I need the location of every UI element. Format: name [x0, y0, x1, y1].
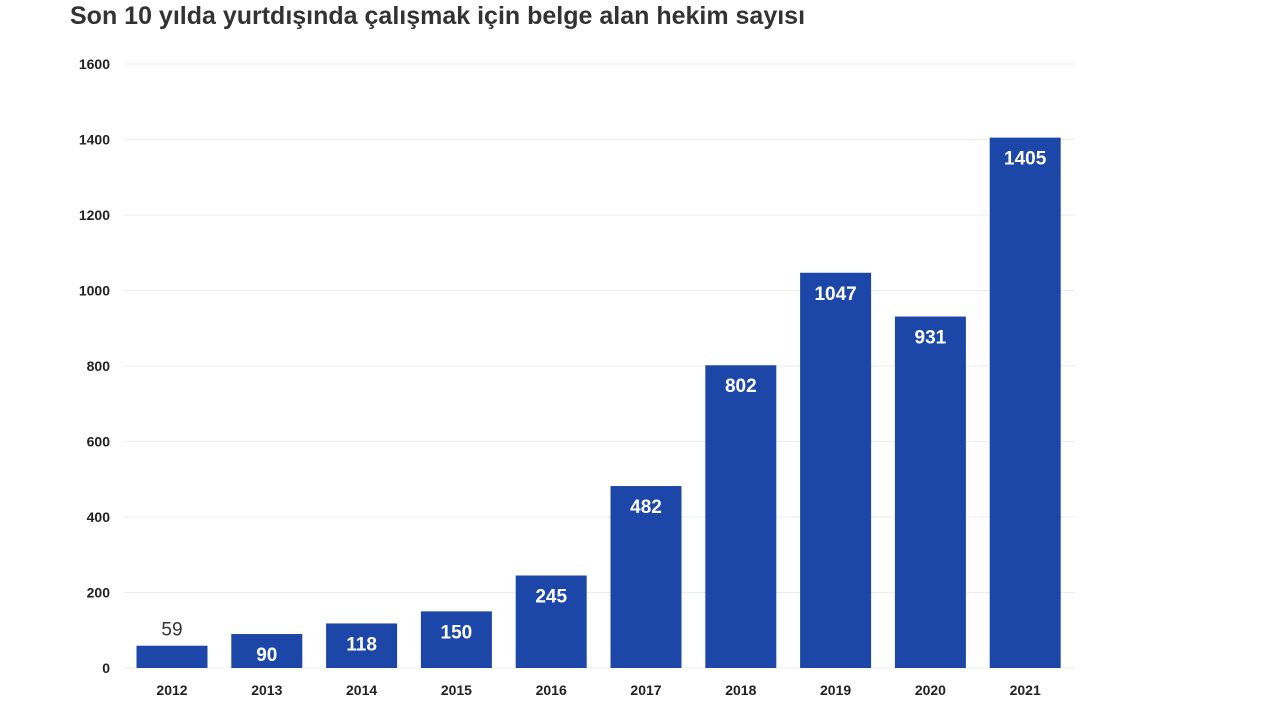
- data-label-2012: 59: [161, 620, 182, 641]
- data-label-2018: 802: [725, 376, 757, 397]
- y-tick-label: 200: [87, 585, 111, 601]
- x-tick-label: 2016: [536, 682, 567, 698]
- x-axis-ticks: 2012 2013 2014 2015 2016 2017 2018 2019 2020 2021: [156, 682, 1041, 698]
- bar-2012: [136, 645, 208, 668]
- y-tick-label: 600: [87, 434, 111, 450]
- y-tick-label: 1000: [79, 283, 110, 299]
- data-label-2016: 245: [535, 587, 567, 608]
- y-tick-label: 1600: [79, 56, 110, 72]
- data-label-2021: 1405: [1004, 149, 1047, 170]
- bar-2013: [231, 634, 303, 668]
- y-tick-label: 1400: [79, 132, 110, 148]
- bar-2021: [989, 137, 1061, 669]
- y-tick-label: 400: [87, 509, 111, 525]
- bars: 59 90 118 150 245 482 802 1047 931 1405: [136, 137, 1061, 669]
- x-tick-label: 2020: [915, 682, 946, 698]
- y-tick-label: 0: [102, 660, 110, 676]
- x-tick-label: 2021: [1010, 682, 1041, 698]
- x-tick-label: 2019: [820, 682, 851, 698]
- bar-2018: [705, 365, 777, 668]
- chart-title: Son 10 yılda yurtdışında çalışmak için b…: [70, 2, 806, 30]
- x-tick-label: 2018: [725, 682, 756, 698]
- bar-2017: [610, 486, 682, 668]
- bar-2016: [515, 575, 587, 668]
- data-label-2014: 118: [346, 634, 377, 655]
- bar-2019: [800, 272, 872, 668]
- y-axis-ticks: 0 200 400 600 800 1000 1200 1400 1600: [79, 56, 110, 676]
- y-tick-label: 1200: [79, 207, 110, 223]
- data-label-2015: 150: [441, 622, 473, 643]
- x-tick-label: 2015: [441, 682, 472, 698]
- bar-2014: [326, 623, 398, 668]
- bar-2015: [420, 611, 492, 668]
- x-tick-label: 2017: [630, 682, 661, 698]
- data-label-2013: 90: [256, 645, 277, 666]
- x-tick-label: 2013: [251, 682, 282, 698]
- y-tick-label: 800: [87, 358, 111, 374]
- data-label-2020: 931: [915, 328, 947, 349]
- x-tick-label: 2012: [156, 682, 187, 698]
- bar-2020: [894, 316, 966, 668]
- data-label-2019: 1047: [814, 284, 856, 305]
- x-tick-label: 2014: [346, 682, 377, 698]
- data-label-2017: 482: [630, 497, 662, 518]
